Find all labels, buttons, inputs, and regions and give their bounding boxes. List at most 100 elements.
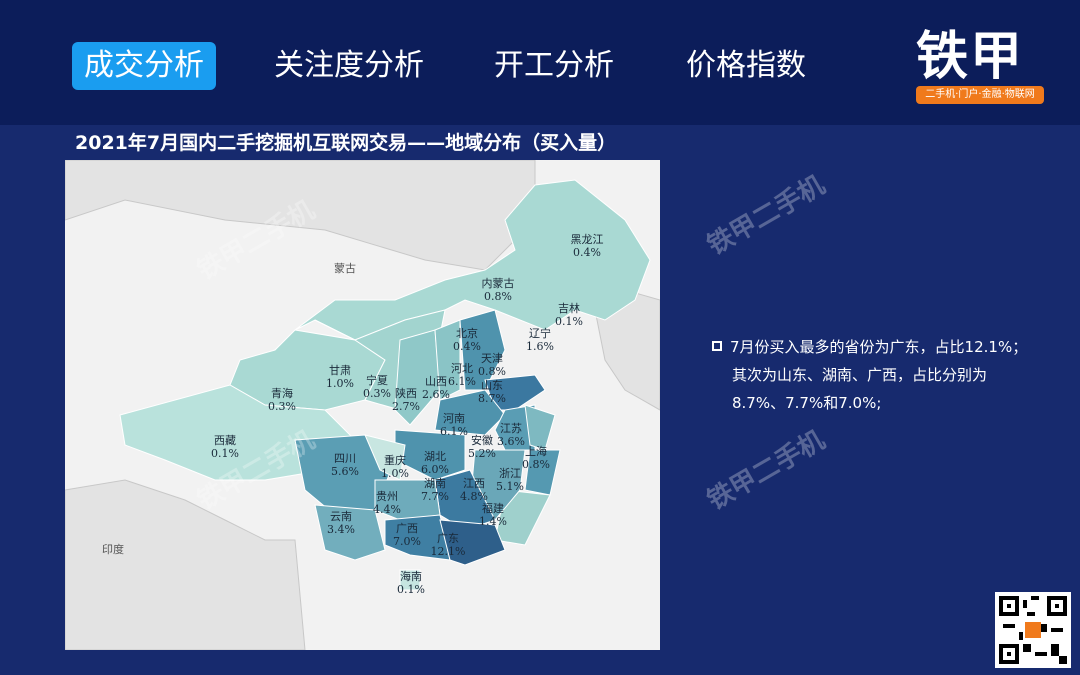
province-label: 四川 5.6%	[331, 452, 359, 478]
province-name: 浙江	[498, 467, 521, 480]
province-share: 5.2%	[468, 447, 496, 460]
province-label: 福建 1.4%	[479, 502, 507, 528]
top-bar: 成交分析 关注度分析 开工分析 价格指数 铁甲 二手机·门户·金融·物联网	[0, 0, 1080, 125]
logo-tagline: 二手机·门户·金融·物联网	[916, 86, 1044, 104]
province-name: 青海	[270, 387, 293, 400]
province-share: 6.1%	[440, 425, 468, 438]
province-name: 重庆	[383, 454, 406, 467]
province-name: 天津	[480, 352, 503, 365]
province-share: 0.4%	[573, 246, 601, 259]
logo: 铁甲 二手机·门户·金融·物联网	[912, 14, 1050, 106]
province-label: 海南 0.1%	[397, 570, 425, 596]
province-name: 西藏	[213, 434, 236, 447]
province-label: 青海 0.3%	[268, 387, 296, 413]
province-label: 黑龙江 0.4%	[571, 233, 604, 259]
note-line: 7月份买入最多的省份为广东，占比12.1%；	[730, 338, 1028, 356]
province-share: 0.1%	[555, 315, 583, 328]
province-share: 3.4%	[327, 523, 355, 536]
province-share: 5.1%	[496, 480, 524, 493]
province-share: 0.8%	[478, 365, 506, 378]
province-name: 甘肃	[328, 364, 351, 377]
province-label: 山东 8.7%	[478, 379, 506, 405]
province-share: 8.7%	[478, 392, 506, 405]
province-name: 山东	[480, 379, 503, 392]
province-share: 7.0%	[393, 535, 421, 548]
province-share: 1.0%	[381, 467, 409, 480]
note-line: 8.7%、7.7%和7.0%;	[732, 394, 882, 412]
province-label: 吉林 0.1%	[555, 302, 583, 328]
province-label: 浙江 5.1%	[496, 467, 524, 493]
province-label: 广西 7.0%	[393, 522, 421, 548]
province-label: 河南 6.1%	[440, 412, 468, 438]
province-name: 黑龙江	[570, 233, 604, 246]
map-shapes	[65, 160, 660, 650]
province-label: 辽宁 1.6%	[526, 327, 554, 353]
province-name: 广西	[395, 522, 418, 535]
province-label: 江苏 3.6%	[497, 422, 525, 448]
province-share: 12.1%	[430, 545, 466, 558]
province-name: 山西	[424, 375, 447, 388]
province-label: 湖北 6.0%	[421, 450, 449, 476]
province-name: 云南	[329, 510, 352, 523]
province-name: 河南	[442, 412, 465, 425]
province-label: 天津 0.8%	[478, 352, 506, 378]
province-name: 宁夏	[365, 374, 388, 387]
watermark: 铁甲二手机	[702, 425, 831, 517]
province-name: 内蒙古	[481, 277, 515, 290]
province-name: 上海	[524, 445, 547, 458]
province-share: 0.8%	[484, 290, 512, 303]
province-label: 山西 2.6%	[422, 375, 450, 401]
province-label: 上海 0.8%	[522, 445, 550, 471]
province-label: 广东 12.1%	[431, 532, 466, 558]
province-label: 河北 6.1%	[448, 362, 476, 388]
province-name: 湖北	[423, 450, 446, 463]
province-label: 北京 0.4%	[453, 327, 481, 353]
province-label: 内蒙古 0.8%	[482, 277, 515, 303]
tab-price-index[interactable]: 价格指数	[686, 48, 806, 83]
province-label: 江西 4.8%	[460, 477, 488, 503]
province-share: 3.6%	[497, 435, 525, 448]
province-share: 0.3%	[363, 387, 391, 400]
province-name: 辽宁	[528, 327, 551, 340]
tab-attention-analysis[interactable]: 关注度分析	[274, 48, 424, 83]
province-name: 江苏	[499, 422, 522, 435]
tab-deal-analysis[interactable]: 成交分析	[72, 42, 216, 90]
province-share: 0.3%	[268, 400, 296, 413]
province-name: 贵州	[375, 490, 398, 503]
province-share: 7.7%	[421, 490, 449, 503]
province-name: 海南	[399, 570, 422, 583]
qr-code	[995, 592, 1071, 668]
province-name: 江西	[462, 477, 485, 490]
province-share: 2.6%	[422, 388, 450, 401]
note-line: 其次为山东、湖南、广西，占比分别为	[732, 366, 988, 384]
province-label: 云南 3.4%	[327, 510, 355, 536]
province-label: 贵州 4.4%	[373, 490, 401, 516]
province-share: 1.4%	[479, 515, 507, 528]
country-label-mongolia: 蒙古	[334, 262, 356, 275]
watermark: 铁甲二手机	[702, 170, 831, 262]
tab-operation-analysis[interactable]: 开工分析	[494, 48, 614, 83]
province-share: 6.0%	[421, 463, 449, 476]
province-name: 广东	[436, 532, 459, 545]
province-name: 吉林	[557, 302, 580, 315]
province-share: 0.1%	[397, 583, 425, 596]
province-share: 1.6%	[526, 340, 554, 353]
province-share: 0.1%	[211, 447, 239, 460]
province-name: 湖南	[423, 477, 446, 490]
province-share: 5.6%	[331, 465, 359, 478]
province-label: 陕西 2.7%	[392, 387, 420, 413]
logo-name: 铁甲	[916, 27, 1025, 87]
province-name: 北京	[455, 327, 478, 340]
qr-code-icon	[999, 596, 1067, 664]
province-share: 2.7%	[392, 400, 420, 413]
province-name: 河北	[450, 362, 473, 375]
province-name: 安徽	[470, 434, 493, 447]
square-bullet-icon	[712, 341, 722, 351]
province-label: 重庆 1.0%	[381, 454, 409, 480]
province-name: 陕西	[394, 387, 417, 400]
province-label: 甘肃 1.0%	[326, 364, 354, 390]
province-share: 0.8%	[522, 458, 550, 471]
province-share: 0.4%	[453, 340, 481, 353]
province-share: 4.4%	[373, 503, 401, 516]
province-share: 1.0%	[326, 377, 354, 390]
